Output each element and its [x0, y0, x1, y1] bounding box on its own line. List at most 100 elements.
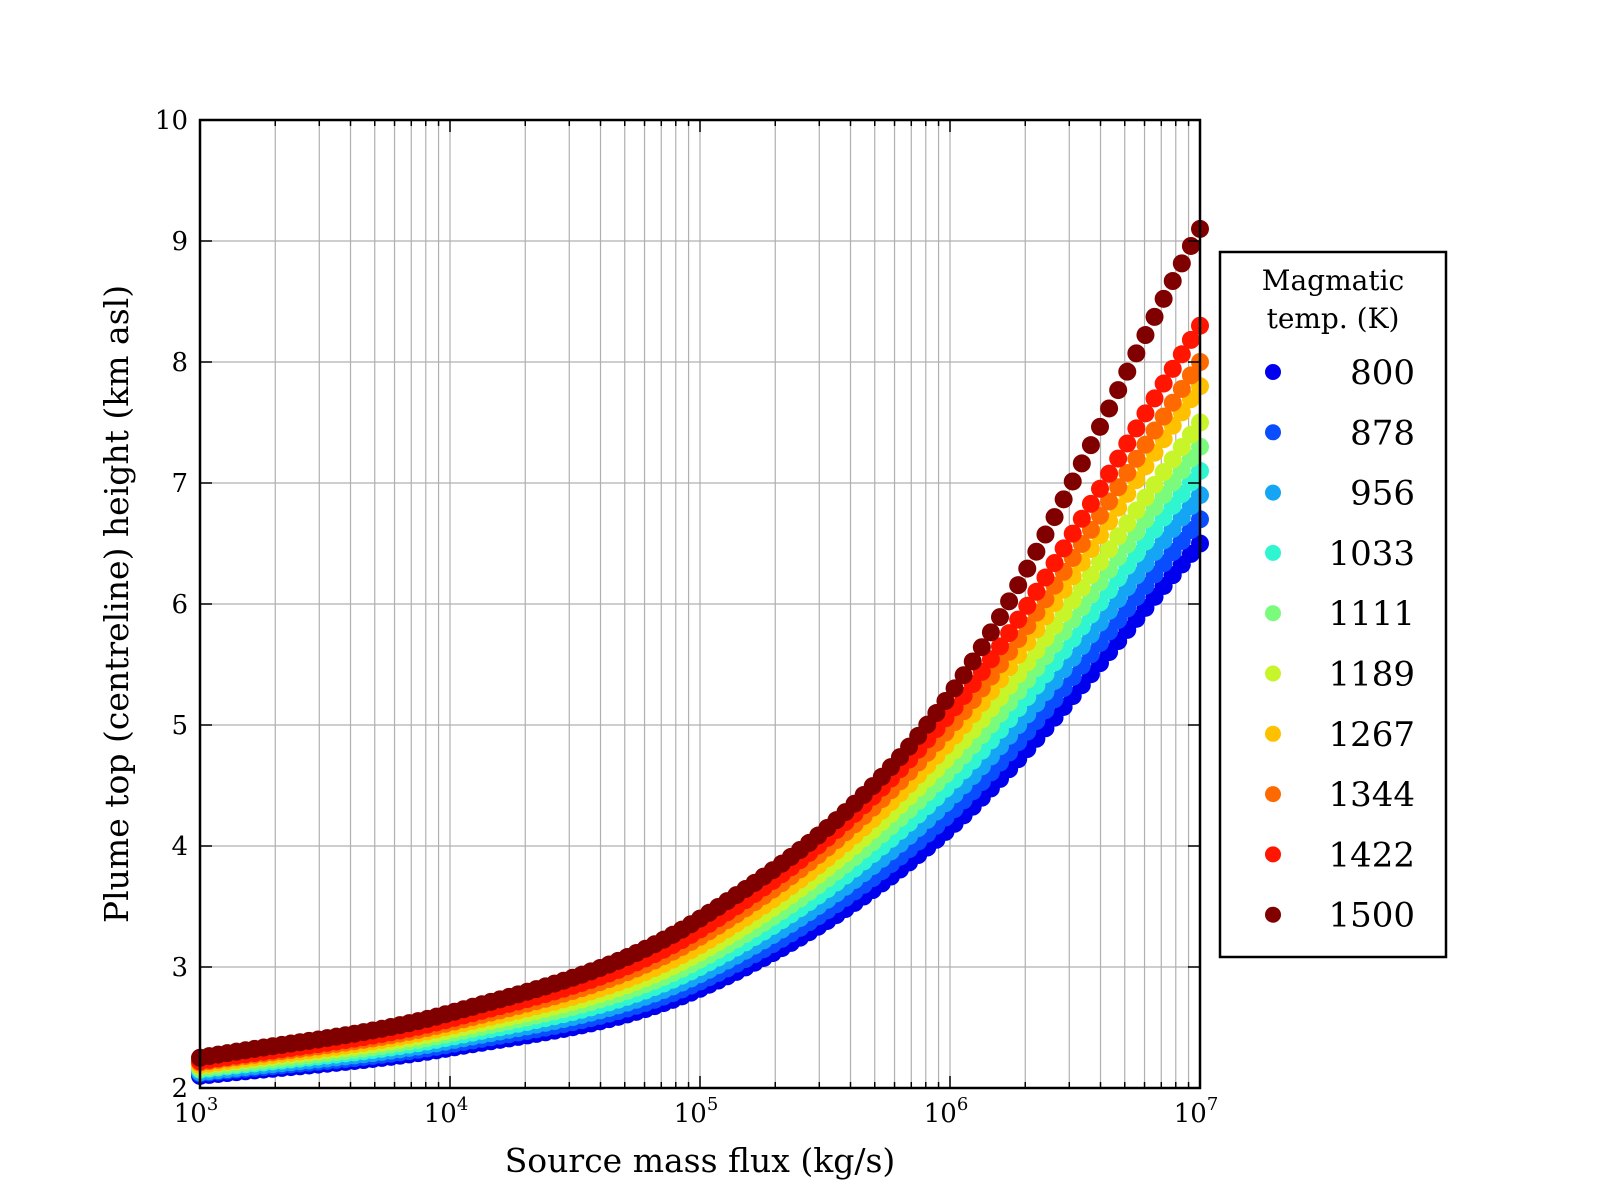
point-1500	[1009, 576, 1028, 595]
point-1500	[1045, 508, 1064, 527]
legend-marker-1344	[1265, 786, 1281, 803]
point-1422	[1027, 582, 1046, 601]
point-1422	[1000, 624, 1019, 643]
legend-entries: 800 878 956 1033 1111 1189 1267 1344 1422 1500	[1265, 353, 1415, 936]
point-1500	[1081, 436, 1100, 455]
point-1189	[1163, 450, 1182, 469]
legend-marker-956	[1265, 484, 1281, 501]
x-tick-label: 103	[174, 1094, 219, 1129]
point-1189	[1118, 514, 1137, 533]
point-1422	[991, 637, 1009, 656]
point-1189	[1145, 475, 1164, 494]
legend-title-line-1: Magmatic	[1262, 264, 1404, 297]
point-1500	[954, 666, 973, 685]
x-axis-title: Source mass flux (kg/s)	[505, 1141, 896, 1180]
y-tick-label: 4	[171, 832, 188, 862]
legend-marker-1500	[1265, 906, 1281, 923]
point-1189	[1136, 488, 1155, 507]
legend-label-878: 878	[1350, 413, 1415, 453]
legend-label-1189: 1189	[1328, 655, 1415, 695]
point-1500	[1091, 417, 1109, 436]
legend-marker-800	[1265, 364, 1281, 380]
y-tick-label: 3	[171, 953, 188, 983]
point-1422	[1045, 554, 1064, 573]
point-1344	[1136, 435, 1155, 454]
legend-label-1033: 1033	[1328, 534, 1415, 574]
x-tick-label: 106	[924, 1094, 969, 1129]
point-1422	[1072, 509, 1091, 528]
point-1500	[1154, 289, 1173, 308]
legend-marker-1111	[1265, 605, 1281, 622]
point-1500	[1136, 326, 1155, 345]
y-tick-label: 8	[171, 348, 188, 378]
point-1422	[1036, 568, 1055, 587]
point-1500	[1163, 272, 1182, 291]
point-1500	[1063, 472, 1082, 491]
point-1344	[1109, 478, 1128, 497]
label-layer: 2 3 4 5 6 7 8 9 10 103 104 105 106 107	[155, 106, 1218, 1129]
point-1422	[1063, 524, 1082, 543]
legend-label-1111: 1111	[1328, 594, 1415, 634]
point-1422	[1145, 389, 1164, 408]
legend-marker-1189	[1265, 665, 1281, 682]
point-1189	[1127, 501, 1146, 520]
point-1500	[1172, 254, 1191, 273]
legend-title-line-2: temp. (K)	[1267, 302, 1400, 335]
point-1189	[1081, 565, 1100, 584]
point-1189	[1091, 553, 1109, 572]
legend-label-1344: 1344	[1328, 775, 1415, 815]
y-axis-title: Plume top (centreline) height (km asl)	[97, 285, 136, 923]
y-tick-label: 6	[171, 590, 188, 620]
point-1500	[1018, 559, 1037, 578]
point-1422	[1181, 330, 1200, 349]
point-1189	[1172, 438, 1191, 457]
point-1500	[1000, 592, 1019, 611]
legend-label-1267: 1267	[1328, 715, 1415, 755]
legend-marker-1267	[1265, 725, 1281, 742]
point-1500	[963, 652, 982, 671]
point-1189	[1100, 540, 1119, 559]
legend-frame	[1218, 250, 1448, 959]
point-1422	[1009, 610, 1028, 629]
legend-label-800: 800	[1350, 353, 1415, 393]
point-1344	[1181, 366, 1200, 385]
point-1189	[1109, 527, 1128, 546]
point-1344	[1118, 463, 1137, 482]
point-1500	[991, 608, 1009, 627]
point-1500	[1181, 236, 1200, 255]
point-1422	[1018, 596, 1037, 615]
point-1500	[1100, 399, 1119, 418]
point-1422	[1054, 539, 1073, 558]
point-1500	[981, 623, 1000, 642]
point-1422	[1081, 494, 1100, 513]
point-1422	[1127, 419, 1146, 438]
point-1189	[1154, 463, 1173, 482]
x-tick-label: 104	[424, 1094, 469, 1129]
point-1344	[1163, 393, 1182, 412]
point-1500	[1127, 344, 1146, 363]
point-1344	[1127, 449, 1146, 468]
point-1422	[1172, 345, 1191, 364]
point-1500	[1027, 542, 1046, 561]
y-tick-label: 5	[171, 711, 188, 741]
x-tick-label: 105	[674, 1094, 719, 1129]
legend-marker-1033	[1265, 544, 1281, 561]
point-1422	[1136, 404, 1155, 423]
y-tick-label: 10	[155, 106, 188, 136]
legend-label-1422: 1422	[1328, 835, 1415, 875]
series-1500	[191, 219, 1209, 1067]
point-1344	[1145, 421, 1164, 440]
point-1500	[936, 691, 955, 710]
point-1500	[1072, 454, 1091, 473]
y-tick-label: 9	[171, 227, 188, 257]
legend-marker-878	[1265, 424, 1281, 441]
point-1344	[1154, 407, 1173, 426]
tick-layer	[200, 120, 1200, 1088]
point-1500	[1036, 525, 1055, 544]
x-tick-label: 107	[1174, 1094, 1219, 1129]
point-1422	[1163, 359, 1182, 378]
point-1500	[1054, 490, 1073, 509]
point-1500	[1145, 307, 1164, 326]
